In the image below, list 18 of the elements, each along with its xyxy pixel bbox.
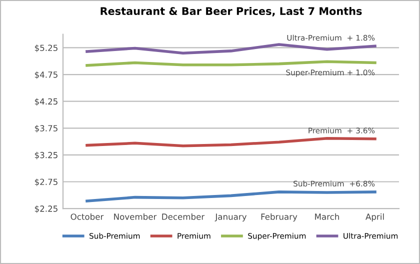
chart-title: Restaurant & Bar Beer Prices, Last 7 Months	[100, 6, 362, 16]
x-tick-label: December	[162, 213, 205, 220]
y-tick-label: $3.25	[34, 152, 58, 160]
y-tick-label: $4.25	[34, 98, 58, 106]
x-tick-label: November	[114, 213, 157, 220]
line-series	[86, 190, 376, 202]
x-tick-label: February	[261, 213, 298, 222]
line-series	[86, 136, 376, 148]
y-tick-label: $3.75	[34, 124, 58, 133]
y-tick-label: $2.75	[34, 178, 58, 186]
line-series	[86, 43, 376, 54]
x-tick-label: October	[70, 213, 104, 220]
x-tick-label: March	[315, 213, 339, 220]
y-tick-label: $4.75	[34, 71, 58, 79]
x-tick-label: April	[366, 213, 384, 222]
y-tick-label: $5.25	[34, 44, 58, 52]
x-tick-label: January	[214, 214, 247, 222]
y-tick-label: $2.25	[34, 205, 58, 213]
